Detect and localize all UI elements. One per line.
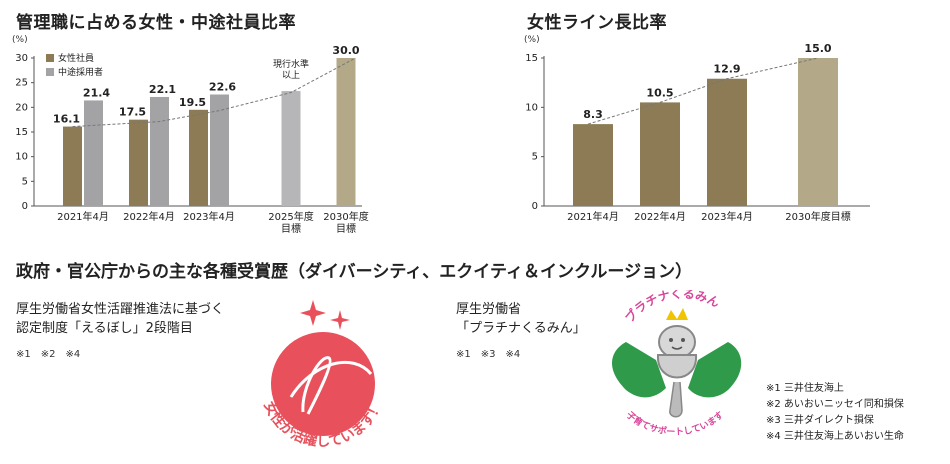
legend-swatch — [46, 54, 54, 62]
y-tick-label: 10 — [15, 152, 28, 163]
data-label: 8.3 — [583, 108, 603, 121]
data-label: 30.0 — [332, 44, 359, 57]
award-right-refs: ※1 ※3 ※4 — [456, 349, 521, 360]
y-tick-label: 5 — [532, 152, 538, 163]
legend-label: 中途採用者 — [58, 66, 103, 78]
x-tick-label: 2023年4月 — [701, 210, 753, 223]
x-tick-label: 2030年度 — [323, 210, 368, 223]
bar-female — [63, 126, 82, 206]
footnote-3: ※3 三井ダイレクト損保 — [766, 415, 874, 426]
footnote-4: ※4 三井住友海上あいおい生命 — [766, 431, 904, 442]
x-tick-label: 2022年4月 — [123, 210, 175, 223]
x-tick-label: 2023年4月 — [183, 210, 235, 223]
data-label: 19.5 — [179, 96, 206, 109]
y-tick-label: 30 — [15, 53, 28, 64]
y-unit-label: (%) — [12, 35, 28, 45]
data-label: 22.1 — [149, 83, 176, 96]
bar-midcareer — [210, 94, 229, 206]
chart2-title: 女性ライン長比率 — [527, 13, 667, 33]
bar-midcareer — [84, 100, 103, 206]
target-annotation: 以上 — [282, 70, 300, 81]
eruboshi-logo: 女性が活躍しています！ — [260, 300, 386, 450]
bar-female-target — [336, 58, 356, 206]
bar-midcareer-target — [281, 91, 301, 206]
x-tick-label: 2021年4月 — [567, 210, 619, 223]
target-annotation: 現行水準 — [273, 58, 309, 70]
data-label: 21.4 — [83, 86, 110, 99]
award-right-line2: 「プラチナくるみん」 — [456, 321, 586, 336]
awards-title: 政府・官公庁からの主な各種受賞歴（ダイバーシティ、エクイティ＆インクルージョン） — [16, 262, 693, 282]
data-label: 12.9 — [713, 63, 740, 76]
footnotes: ※1 三井住友海上 ※2 あいおいニッセイ同和損保 ※3 三井ダイレクト損保 ※… — [766, 381, 904, 445]
x-tick-label: 目標 — [281, 222, 301, 235]
bar-female — [189, 109, 208, 206]
y-tick-label: 0 — [22, 201, 28, 212]
data-label: 15.0 — [804, 42, 831, 55]
data-label: 16.1 — [53, 113, 80, 126]
chart1: (%) 0 5 10 15 20 25 30 16.1 21.4 2021年4月 17.522.1 20… — [12, 35, 369, 235]
chart2: (%) 0 5 10 15 8.3 2021年4月 10.5 2022年4月 12.9 2023年4… — [524, 35, 870, 223]
x-tick-label: 2021年4月 — [57, 210, 109, 223]
x-tick-label: 2022年4月 — [634, 210, 686, 223]
legend-label: 女性社員 — [58, 52, 94, 64]
award-right-line1: 厚生労働省 — [456, 302, 522, 317]
data-label: 10.5 — [646, 86, 673, 99]
chart1-title: 管理職に占める女性・中途社員比率 — [16, 13, 296, 33]
award-left-refs: ※1 ※2 ※4 — [16, 349, 81, 360]
y-tick-label: 10 — [525, 102, 538, 113]
y-tick-label: 15 — [525, 53, 538, 64]
y-tick-label: 25 — [15, 78, 28, 89]
y-unit-label: (%) — [524, 35, 540, 45]
x-tick-label: 2025年度 — [268, 210, 313, 223]
y-tick-label: 0 — [532, 201, 538, 212]
award-left-line1: 厚生労働省女性活躍推進法に基づく — [16, 302, 225, 317]
y-tick-label: 5 — [22, 176, 28, 187]
bar-female-line-manager — [707, 78, 747, 206]
bar-female-line-manager — [798, 58, 838, 206]
star-icon — [330, 310, 350, 330]
star-icon — [300, 300, 326, 326]
footnote-2: ※2 あいおいニッセイ同和損保 — [766, 399, 904, 410]
bar-female — [129, 119, 148, 206]
data-label: 22.6 — [209, 81, 236, 94]
award-left-line2: 認定制度「えるぼし」2段階目 — [16, 321, 193, 336]
y-tick-label: 20 — [15, 102, 28, 113]
bar-female-line-manager — [640, 102, 680, 206]
footnote-1: ※1 三井住友海上 — [766, 383, 844, 394]
legend-swatch — [46, 68, 54, 76]
bar-midcareer — [150, 96, 169, 206]
trend-line — [72, 57, 356, 128]
data-label: 17.5 — [119, 106, 146, 119]
bar-female-line-manager — [573, 124, 613, 206]
x-tick-label: 2030年度目標 — [785, 210, 850, 223]
y-tick-label: 15 — [15, 127, 28, 138]
crown-icon — [666, 308, 688, 320]
trend-line — [587, 57, 819, 125]
kurumin-logo: プラチナくるみん 子育てサポートしています — [612, 290, 742, 438]
x-tick-label: 目標 — [336, 222, 356, 235]
